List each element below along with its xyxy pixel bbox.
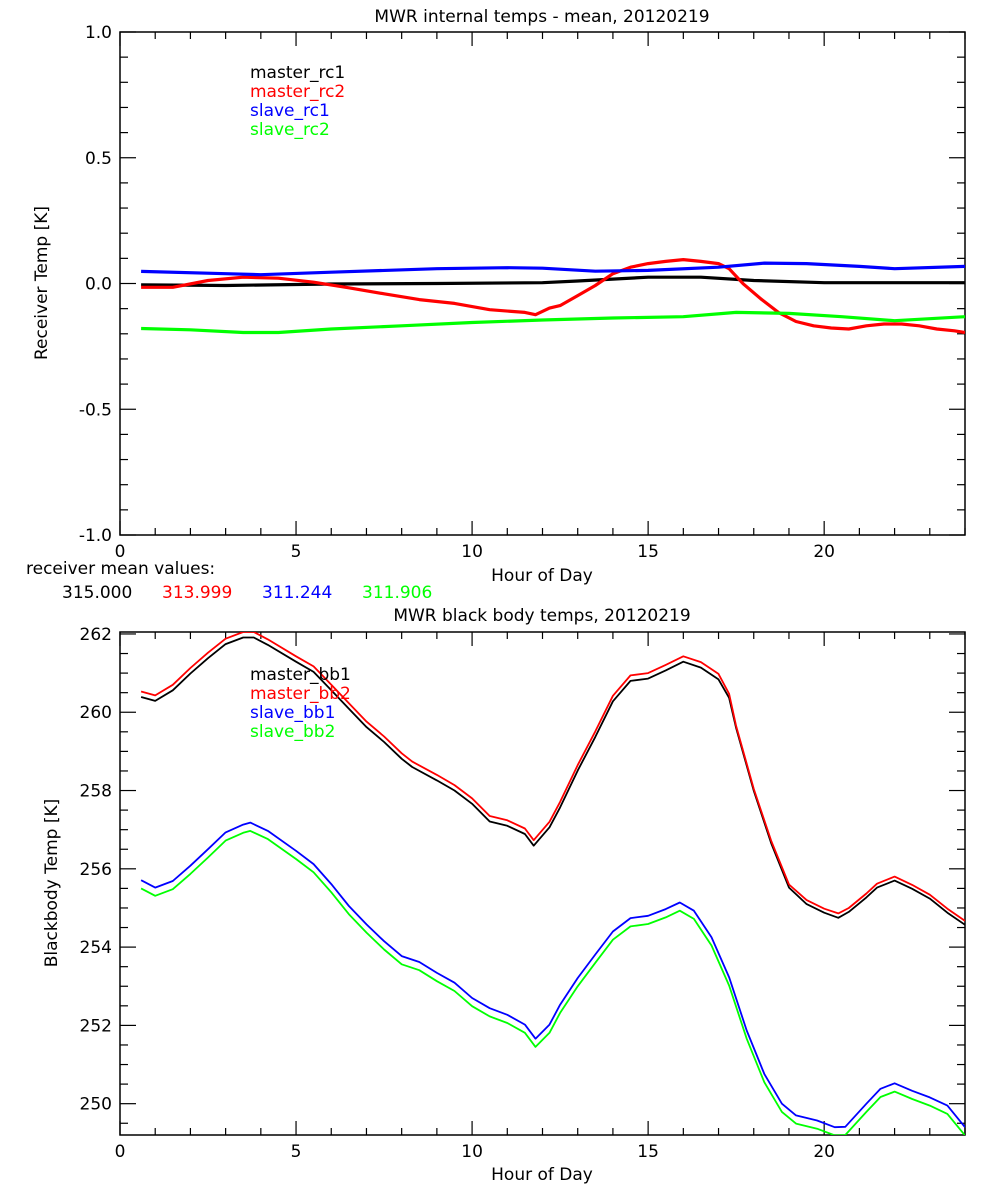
y-tick-label: -1.0 xyxy=(79,526,112,546)
mean-value-slave-rc2: 311.906 xyxy=(362,583,432,603)
mean-values-label: receiver mean values: xyxy=(26,559,215,579)
series-line-master-bb1 xyxy=(140,636,965,926)
legend-entry-master-bb2: master_bb2 xyxy=(250,684,351,704)
series-lines xyxy=(141,258,965,335)
legend-entry-slave-rc1: slave_rc1 xyxy=(250,101,330,121)
legend-entry-slave-bb2: slave_bb2 xyxy=(250,722,335,742)
x-tick-label: 15 xyxy=(637,542,659,562)
y-tick-label: 0.0 xyxy=(85,275,112,295)
legend-entry-master-bb1: master_bb1 xyxy=(250,665,351,685)
axes: 0 5 10 15 20 250 252 254 256 258 260 262 xyxy=(80,625,966,1162)
x-axis-label: Hour of Day xyxy=(491,1165,593,1185)
series-line-master-rc2 xyxy=(141,258,965,335)
y-tick-label: 258 xyxy=(80,782,112,802)
y-tick-label: 254 xyxy=(80,938,112,958)
blackbody-temps-panel: MWR black body temps, 20120219 0 5 10 15 20 2… xyxy=(42,606,966,1185)
y-tick-label: 250 xyxy=(80,1095,112,1115)
series-line-slave-rc1 xyxy=(141,261,965,277)
legend-entry-slave-rc2: slave_rc2 xyxy=(250,120,330,140)
mean-value-slave-rc1: 311.244 xyxy=(262,583,332,603)
y-tick-label: 0.5 xyxy=(85,149,112,169)
x-tick-label: 5 xyxy=(291,542,302,562)
series-line-slave-bb2 xyxy=(140,830,965,1135)
legend-entry-slave-bb1: slave_bb1 xyxy=(250,703,335,723)
x-tick-label: 0 xyxy=(115,1142,126,1162)
x-tick-label: 15 xyxy=(637,1142,659,1162)
y-axis-label: Blackbody Temp [K] xyxy=(42,799,62,968)
x-tick-label: 20 xyxy=(813,1142,835,1162)
internal-temps-panel: MWR internal temps - mean, 20120219 0 5 10… xyxy=(32,7,966,586)
mean-value-master-rc1: 315.000 xyxy=(62,583,132,603)
y-tick-label: 252 xyxy=(80,1016,112,1036)
x-tick-label: 20 xyxy=(813,542,835,562)
axes: 0 5 10 15 20 -1.0 -0.5 0.0 0.5 1.0 xyxy=(79,23,966,562)
x-tick-label: 10 xyxy=(461,1142,483,1162)
receiver-mean-values: receiver mean values: 315.000 313.999 31… xyxy=(26,559,432,603)
x-tick-label: 0 xyxy=(115,542,126,562)
chart-title: MWR internal temps - mean, 20120219 xyxy=(374,7,709,27)
legend-entry-master-rc1: master_rc1 xyxy=(250,63,345,83)
series-lines xyxy=(140,632,965,1135)
chart-title: MWR black body temps, 20120219 xyxy=(393,606,690,626)
legend-entry-master-rc2: master_rc2 xyxy=(250,82,345,102)
x-tick-label: 5 xyxy=(291,1142,302,1162)
series-line-master-rc1 xyxy=(141,275,965,288)
y-tick-label: 1.0 xyxy=(85,23,112,43)
plot-frame xyxy=(119,631,966,1136)
series-line-master-bb2 xyxy=(140,632,965,922)
y-tick-label: 262 xyxy=(80,625,112,645)
x-axis-label: Hour of Day xyxy=(491,566,593,586)
y-axis-label: Receiver Temp [K] xyxy=(32,206,52,360)
x-tick-label: 10 xyxy=(461,542,483,562)
y-tick-label: -0.5 xyxy=(79,400,112,420)
y-tick-label: 256 xyxy=(80,860,112,880)
mean-value-master-rc2: 313.999 xyxy=(162,583,232,603)
y-tick-label: 260 xyxy=(80,703,112,723)
series-line-slave-bb1 xyxy=(140,821,965,1129)
series-line-slave-rc2 xyxy=(141,310,965,335)
